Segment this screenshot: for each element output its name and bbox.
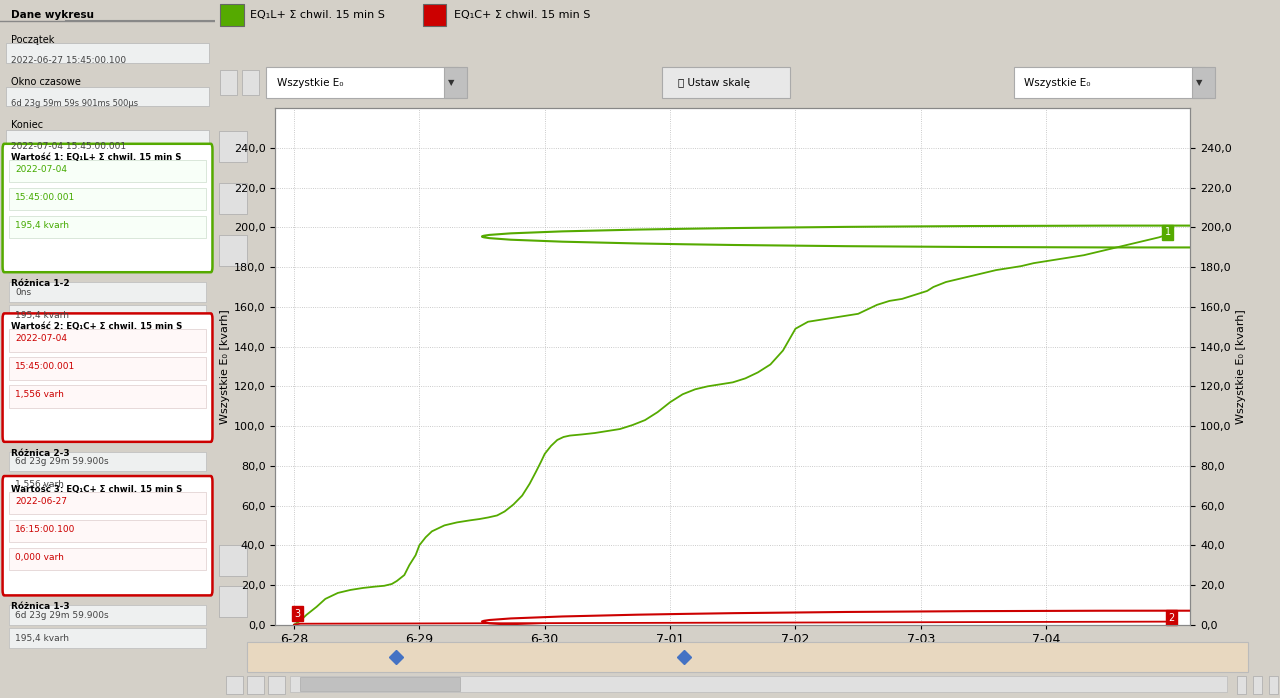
Text: 15:45:00.001: 15:45:00.001 — [15, 362, 76, 371]
FancyBboxPatch shape — [1270, 676, 1277, 695]
Text: 16:15:00.100: 16:15:00.100 — [15, 525, 76, 534]
FancyBboxPatch shape — [219, 544, 247, 576]
FancyBboxPatch shape — [1014, 68, 1206, 98]
FancyBboxPatch shape — [9, 216, 206, 238]
X-axis label: [miesiąc-dzień]: [miesiąc-dzień] — [685, 652, 781, 664]
FancyBboxPatch shape — [662, 68, 790, 98]
Text: Różnica 2-3: Różnica 2-3 — [10, 449, 69, 458]
FancyBboxPatch shape — [9, 329, 206, 352]
FancyBboxPatch shape — [9, 475, 206, 494]
FancyBboxPatch shape — [1238, 676, 1245, 695]
FancyBboxPatch shape — [6, 87, 209, 106]
Text: 15:45:00.001: 15:45:00.001 — [15, 193, 76, 202]
Text: Początek: Początek — [10, 35, 54, 45]
Text: 1,556 varh: 1,556 varh — [15, 480, 64, 489]
Text: 0,000 varh: 0,000 varh — [15, 553, 64, 562]
FancyBboxPatch shape — [220, 70, 237, 96]
Text: ▼: ▼ — [1196, 78, 1202, 87]
FancyBboxPatch shape — [9, 628, 206, 648]
FancyBboxPatch shape — [3, 313, 212, 442]
Text: 6d 23g 29m 59.900s: 6d 23g 29m 59.900s — [15, 611, 109, 620]
Text: 195,4 kvarh: 195,4 kvarh — [15, 221, 69, 230]
FancyBboxPatch shape — [219, 235, 247, 266]
Text: EQ₁L+ Σ chwil. 15 min S: EQ₁L+ Σ chwil. 15 min S — [250, 10, 385, 20]
Text: Różnica 1-2: Różnica 1-2 — [10, 279, 69, 288]
Text: 0ns: 0ns — [15, 288, 31, 297]
Text: 3: 3 — [294, 609, 301, 619]
Text: Wszystkie E₀: Wszystkie E₀ — [1024, 77, 1091, 88]
FancyBboxPatch shape — [269, 676, 285, 695]
Text: Wartość 2: EQ₁C+ Σ chwil. 15 min S: Wartość 2: EQ₁C+ Σ chwil. 15 min S — [10, 322, 182, 332]
Text: 2022-07-04: 2022-07-04 — [15, 165, 67, 174]
Text: Różnica 1-3: Różnica 1-3 — [10, 602, 69, 611]
Text: Okno czasowe: Okno czasowe — [10, 77, 81, 87]
Y-axis label: Wszystkie E₀ [kvarh]: Wszystkie E₀ [kvarh] — [220, 309, 229, 424]
FancyBboxPatch shape — [242, 70, 259, 96]
FancyBboxPatch shape — [247, 676, 264, 695]
Text: Koniec: Koniec — [10, 120, 42, 130]
FancyBboxPatch shape — [444, 68, 467, 98]
FancyBboxPatch shape — [9, 605, 206, 625]
Text: 195,4 kvarh: 195,4 kvarh — [15, 634, 69, 643]
FancyBboxPatch shape — [219, 586, 247, 617]
Text: 2: 2 — [1169, 613, 1175, 623]
Text: Dane wykresu: Dane wykresu — [10, 10, 93, 20]
Text: 6d 23g 29m 59.900s: 6d 23g 29m 59.900s — [15, 457, 109, 466]
Text: 1,556 varh: 1,556 varh — [15, 390, 64, 399]
FancyBboxPatch shape — [301, 677, 460, 692]
Text: 6d 23g 59m 59s 901ms 500μs: 6d 23g 59m 59s 901ms 500μs — [10, 99, 138, 108]
Text: Wartość 1: EQ₁L+ Σ chwil. 15 min S: Wartość 1: EQ₁L+ Σ chwil. 15 min S — [10, 153, 182, 162]
Text: Wszystkie E₀: Wszystkie E₀ — [276, 77, 343, 88]
Text: Wartość 3: EQ₁C+ Σ chwil. 15 min S: Wartość 3: EQ₁C+ Σ chwil. 15 min S — [10, 485, 182, 494]
FancyBboxPatch shape — [9, 548, 206, 570]
FancyBboxPatch shape — [9, 385, 206, 408]
Text: 1: 1 — [1165, 228, 1171, 237]
FancyBboxPatch shape — [9, 282, 206, 302]
Text: EQ₁C+ Σ chwil. 15 min S: EQ₁C+ Σ chwil. 15 min S — [453, 10, 590, 20]
FancyBboxPatch shape — [3, 144, 212, 272]
FancyBboxPatch shape — [1253, 676, 1262, 695]
FancyBboxPatch shape — [9, 160, 206, 182]
FancyBboxPatch shape — [3, 476, 212, 595]
FancyBboxPatch shape — [9, 520, 206, 542]
Text: 2022-07-04 15:45:00.001: 2022-07-04 15:45:00.001 — [10, 142, 125, 151]
FancyBboxPatch shape — [9, 452, 206, 471]
FancyBboxPatch shape — [422, 4, 447, 26]
FancyBboxPatch shape — [9, 492, 206, 514]
FancyBboxPatch shape — [9, 188, 206, 210]
FancyBboxPatch shape — [266, 68, 458, 98]
Text: 195,4 kvarh: 195,4 kvarh — [15, 311, 69, 320]
FancyBboxPatch shape — [6, 130, 209, 149]
FancyBboxPatch shape — [219, 183, 247, 214]
FancyBboxPatch shape — [225, 676, 243, 695]
Text: 2022-06-27: 2022-06-27 — [15, 497, 67, 506]
Text: ▼: ▼ — [448, 78, 454, 87]
FancyBboxPatch shape — [220, 4, 243, 26]
FancyBboxPatch shape — [9, 357, 206, 380]
Text: 2022-06-27 15:45:00.100: 2022-06-27 15:45:00.100 — [10, 56, 125, 65]
Y-axis label: Wszystkie E₀ [kvarh]: Wszystkie E₀ [kvarh] — [1236, 309, 1245, 424]
FancyBboxPatch shape — [289, 676, 1226, 692]
FancyBboxPatch shape — [247, 641, 1248, 672]
FancyBboxPatch shape — [219, 131, 247, 163]
FancyBboxPatch shape — [6, 43, 209, 63]
FancyBboxPatch shape — [1192, 68, 1215, 98]
FancyBboxPatch shape — [9, 305, 206, 325]
Text: 📊 Ustaw skalę: 📊 Ustaw skalę — [678, 77, 750, 88]
Text: 2022-07-04: 2022-07-04 — [15, 334, 67, 343]
